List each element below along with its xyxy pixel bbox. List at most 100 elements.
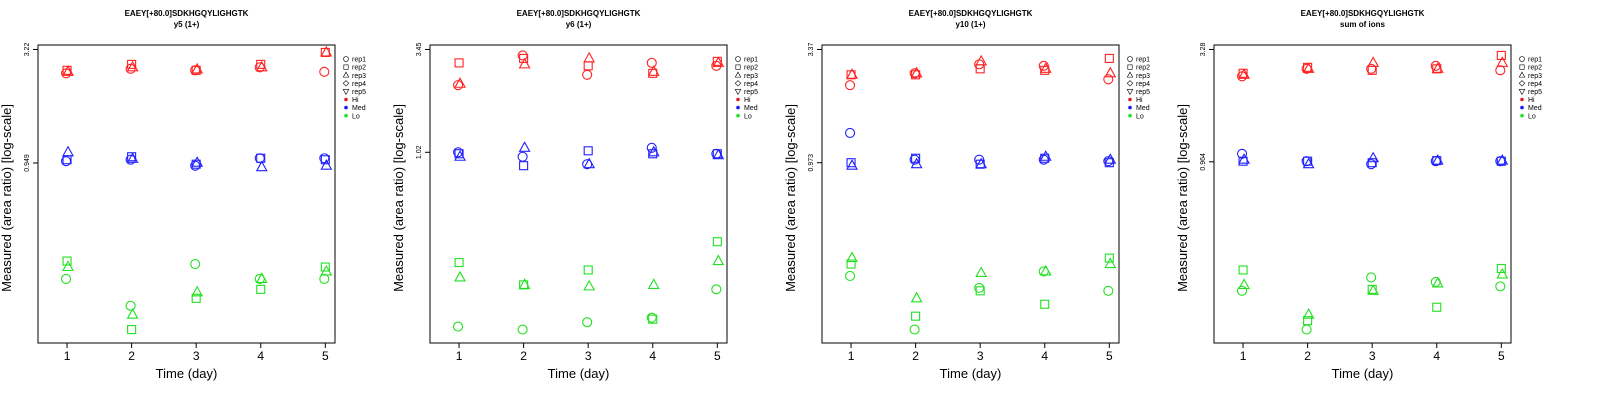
data-point-hi-rep2 xyxy=(583,61,593,71)
data-point-lo-rep3 xyxy=(1302,308,1315,319)
legend-marker-rep2 xyxy=(1127,64,1133,70)
data-point-med-rep2 xyxy=(846,158,856,168)
legend-label-rep2: rep2 xyxy=(1136,65,1150,72)
data-point-hi-rep2 xyxy=(1104,53,1114,63)
data-point-hi-rep3 xyxy=(1039,62,1052,73)
legend-label-rep2: rep2 xyxy=(744,65,758,72)
legend-label-rep5: rep5 xyxy=(352,89,366,96)
chart-subtitle: sum of ions xyxy=(1340,20,1385,29)
data-point-hi-rep2 xyxy=(127,59,137,69)
x-tick-label: 4 xyxy=(257,349,264,363)
x-axis-label: Time (day) xyxy=(156,366,218,381)
legend-marker-lo xyxy=(736,113,740,118)
data-point-lo-rep3 xyxy=(1104,257,1117,269)
data-point-lo-rep1 xyxy=(61,273,72,284)
y-tick-label: 3.45 xyxy=(416,43,423,57)
data-point-hi-rep3 xyxy=(846,68,858,79)
chart-panel-4: EAEY[+80.0]SDKHGQYLIGHGTK sum of ions 1 2 3 4… xyxy=(1175,9,1542,381)
data-point-med-rep3 xyxy=(1104,153,1117,164)
legend-label-hi: Hi xyxy=(352,97,359,104)
x-tick-label: 1 xyxy=(848,349,855,363)
data-point-med-rep3 xyxy=(910,157,923,169)
data-point-lo-rep3 xyxy=(1496,267,1509,279)
legend-label-rep3: rep3 xyxy=(1528,73,1542,80)
data-point-hi-rep3 xyxy=(320,45,333,57)
legend-marker-hi xyxy=(1128,97,1132,102)
data-point-med-rep2 xyxy=(1238,156,1248,166)
x-tick-label: 1 xyxy=(64,349,71,363)
x-tick-label: 4 xyxy=(1433,349,1440,363)
x-axis-label: Time (day) xyxy=(1332,366,1394,381)
data-point-med-rep3 xyxy=(647,145,660,157)
data-point-hi-rep1 xyxy=(1495,65,1506,76)
data-point-med-rep3 xyxy=(126,152,139,163)
data-point-lo-rep2 xyxy=(1496,263,1506,274)
legend-label-hi: Hi xyxy=(1528,97,1535,104)
x-tick-label: 5 xyxy=(714,349,721,363)
y-axis-label: Measured (area ratio) [log-scale] xyxy=(1175,104,1190,292)
legend-marker-hi xyxy=(736,97,740,102)
data-point-hi-rep1 xyxy=(845,80,856,91)
y-axis-label: Measured (area ratio) [log-scale] xyxy=(391,104,406,292)
legend-marker-rep4 xyxy=(1126,80,1134,87)
data-points xyxy=(1237,50,1509,335)
y-axis-label: Measured (area ratio) [log-scale] xyxy=(0,104,14,292)
legend-marker-rep1 xyxy=(1127,56,1133,62)
legend-marker-lo xyxy=(1128,113,1132,118)
legend-label-med: Med xyxy=(1528,105,1542,112)
data-point-lo-rep3 xyxy=(1238,278,1250,289)
data-point-lo-rep1 xyxy=(319,273,330,284)
data-point-med-rep1 xyxy=(646,142,657,153)
data-point-lo-rep2 xyxy=(320,262,330,272)
data-point-hi-rep2 xyxy=(911,70,921,80)
legend-marker-rep1 xyxy=(1519,56,1525,62)
data-point-lo-rep2 xyxy=(648,314,658,324)
x-tick-label: 3 xyxy=(585,349,592,363)
data-point-lo-rep1 xyxy=(909,324,920,335)
data-point-lo-rep1 xyxy=(517,324,528,335)
x-tick-label: 3 xyxy=(1369,349,1376,363)
legend-label-med: Med xyxy=(744,105,758,112)
data-point-hi-rep3 xyxy=(1496,56,1509,67)
data-point-med-rep3 xyxy=(518,141,531,152)
chart-title: EAEY[+80.0]SDKHGQYLIGHGTK xyxy=(125,9,249,18)
legend-marker-med xyxy=(736,105,740,110)
legend-marker-rep3 xyxy=(734,71,742,78)
data-point-lo-rep1 xyxy=(1103,285,1114,296)
data-point-med-rep2 xyxy=(712,149,722,159)
data-point-lo-rep2 xyxy=(191,293,201,303)
data-point-lo-rep2 xyxy=(256,284,266,294)
data-point-lo-rep1 xyxy=(190,258,201,270)
data-point-hi-rep3 xyxy=(1104,66,1117,78)
data-point-hi-rep2 xyxy=(712,56,722,66)
data-point-med-rep3 xyxy=(1039,150,1052,161)
legend-label-lo: Lo xyxy=(1528,113,1536,120)
x-tick-label: 5 xyxy=(322,349,329,363)
x-tick-label: 3 xyxy=(193,349,200,363)
data-point-lo-rep3 xyxy=(1431,276,1444,288)
legend-label-rep1: rep1 xyxy=(1528,57,1542,64)
data-point-lo-rep3 xyxy=(583,279,596,291)
legend-label-rep1: rep1 xyxy=(1136,57,1150,64)
data-point-lo-rep2 xyxy=(1432,302,1442,312)
data-point-lo-rep1 xyxy=(1237,285,1248,296)
legend-marker-rep2 xyxy=(343,64,349,70)
legend-label-rep4: rep4 xyxy=(744,81,758,88)
legend-label-rep5: rep5 xyxy=(744,89,758,96)
x-tick-label: 4 xyxy=(1041,349,1048,363)
data-point-med-rep2 xyxy=(191,159,201,169)
legend-marker-hi xyxy=(344,97,348,102)
data-point-lo-rep2 xyxy=(454,257,464,268)
data-point-lo-rep3 xyxy=(1367,284,1380,295)
legend-label-hi: Hi xyxy=(744,97,751,104)
data-point-hi-rep3 xyxy=(910,66,923,78)
data-point-hi-rep2 xyxy=(1040,65,1050,75)
data-point-lo-rep3 xyxy=(62,260,74,272)
data-points xyxy=(845,53,1117,335)
legend-marker-rep3 xyxy=(342,71,350,78)
data-point-med-rep2 xyxy=(583,146,593,156)
